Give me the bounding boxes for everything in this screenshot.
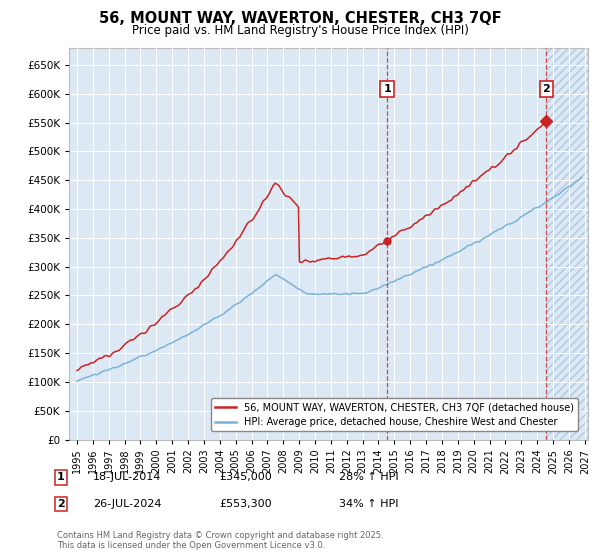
Text: £553,300: £553,300 — [219, 499, 272, 509]
Text: Price paid vs. HM Land Registry's House Price Index (HPI): Price paid vs. HM Land Registry's House … — [131, 24, 469, 37]
Text: 18-JUL-2014: 18-JUL-2014 — [93, 472, 161, 482]
Text: £345,000: £345,000 — [219, 472, 272, 482]
Text: 34% ↑ HPI: 34% ↑ HPI — [339, 499, 398, 509]
Text: Contains HM Land Registry data © Crown copyright and database right 2025.
This d: Contains HM Land Registry data © Crown c… — [57, 530, 383, 550]
Text: 2: 2 — [542, 84, 550, 94]
Legend: 56, MOUNT WAY, WAVERTON, CHESTER, CH3 7QF (detached house), HPI: Average price, : 56, MOUNT WAY, WAVERTON, CHESTER, CH3 7Q… — [211, 398, 578, 431]
Text: 56, MOUNT WAY, WAVERTON, CHESTER, CH3 7QF: 56, MOUNT WAY, WAVERTON, CHESTER, CH3 7Q… — [98, 11, 502, 26]
Text: 1: 1 — [57, 472, 65, 482]
Text: 2: 2 — [57, 499, 65, 509]
Text: 26-JUL-2024: 26-JUL-2024 — [93, 499, 161, 509]
Text: 1: 1 — [383, 84, 391, 94]
Bar — [546, 48, 588, 440]
Text: 28% ↑ HPI: 28% ↑ HPI — [339, 472, 398, 482]
